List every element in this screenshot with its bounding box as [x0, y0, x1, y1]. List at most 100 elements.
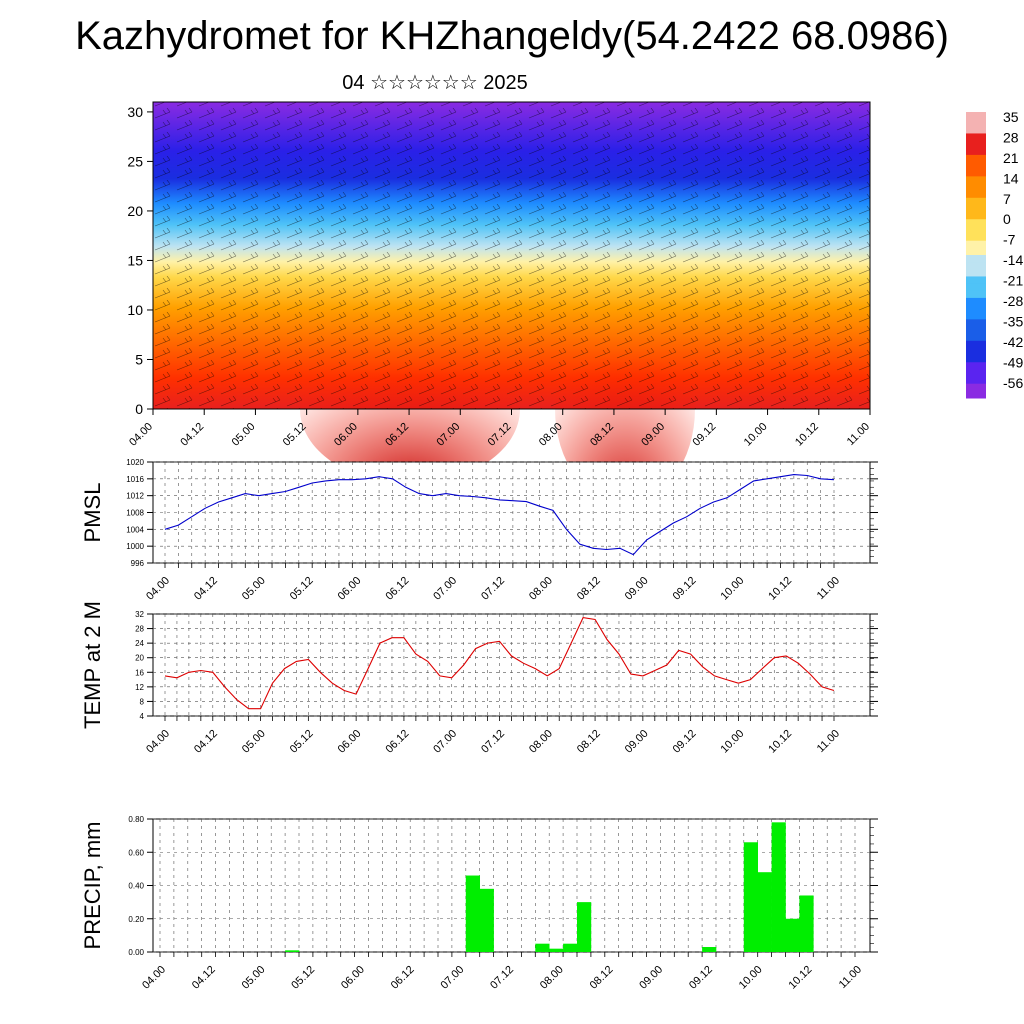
colorbar-label: -21: [1003, 273, 1023, 289]
colorbar-label: 14: [1003, 170, 1019, 186]
colorbar-segment: [966, 283, 986, 292]
colorbar: 35 28 21 14 7 0 -7 -14 -21 -28 -35 -42 -49 -56: [966, 109, 1023, 399]
x-tick-label: 06.12: [389, 964, 417, 992]
precip-bar: [535, 943, 550, 952]
x-tick-label: 08.12: [575, 728, 603, 756]
y-axis-label: PRECIP, mm: [80, 822, 105, 950]
wind-barbs: [153, 102, 870, 409]
x-tick-label: 04.00: [144, 728, 172, 756]
x-tick-label: 09.12: [687, 964, 715, 992]
x-tick-label: 04.00: [140, 964, 168, 992]
colorbar-label: -49: [1003, 354, 1023, 370]
y-axis-label: PMSL: [80, 483, 105, 543]
x-tick-label: 08.00: [538, 964, 566, 992]
colorbar-segment: [966, 369, 986, 378]
cross-x-tick-label: 10.12: [793, 421, 821, 449]
colorbar-segment: [966, 390, 986, 399]
x-tick-label: 08.00: [527, 728, 555, 756]
x-tick-label: 08.12: [588, 964, 616, 992]
precip-bar: [799, 895, 814, 952]
y-tick-label: 12: [135, 683, 144, 692]
colorbar-segment: [966, 240, 986, 249]
colorbar-segment: [966, 247, 986, 256]
x-tick-label: 11.00: [837, 964, 864, 991]
y-tick-label: 0.00: [128, 948, 144, 957]
x-tick-label: 11.00: [815, 728, 842, 755]
colorbar-segment: [966, 154, 986, 163]
y-tick-label: 0.60: [128, 848, 144, 857]
x-tick-label: 07.00: [438, 964, 466, 992]
y-tick-label: 20: [135, 654, 144, 663]
colorbar-segment: [966, 333, 986, 342]
precip-bar: [563, 943, 578, 952]
x-tick-label: 05.00: [240, 728, 268, 756]
x-tick-label: 04.12: [192, 575, 220, 603]
x-tick-label: 09.00: [637, 964, 665, 992]
colorbar-segment: [966, 119, 986, 127]
precip-bar: [479, 888, 494, 952]
cross-x-tick-label: 04.00: [127, 421, 155, 449]
cross-y-tick-label: 15: [127, 252, 143, 268]
colorbar-segment: [966, 112, 986, 120]
precip-panel: 0.00 0.20 0.40 0.60 0.80 04.00 04.12 05.00 05.12…: [80, 815, 878, 992]
colorbar-segment: [966, 197, 986, 206]
colorbar-segment: [966, 319, 986, 327]
x-tick-label: 06.00: [339, 964, 367, 992]
temp-panel: 32 28 24 20 16 12 8 4 04.00 04.12 05.00 05.12 06.00 0…: [80, 601, 878, 756]
colorbar-segment: [966, 290, 986, 299]
colorbar-segment: [966, 126, 986, 134]
colorbar-segment: [966, 190, 986, 199]
colorbar-label: 0: [1003, 211, 1011, 227]
colorbar-label: -35: [1003, 313, 1023, 329]
x-tick-label: 05.00: [240, 575, 268, 603]
x-tick-label: 04.12: [192, 728, 220, 756]
x-tick-label: 07.00: [431, 728, 459, 756]
precip-bar: [465, 875, 480, 952]
colorbar-label: 35: [1003, 109, 1019, 125]
colorbar-label: -7: [1003, 232, 1016, 248]
x-tick-label: 07.00: [431, 575, 459, 603]
x-tick-label: 09.00: [623, 575, 651, 603]
colorbar-segment: [966, 297, 986, 306]
x-tick-label: 05.00: [240, 964, 268, 992]
precip-bar: [743, 842, 758, 952]
cross-y-tick-label: 5: [135, 351, 143, 367]
colorbar-segment: [966, 212, 986, 220]
pmsl-series-line: [164, 474, 835, 556]
colorbar-label: 7: [1003, 191, 1011, 207]
x-tick-label: 07.12: [488, 964, 516, 992]
colorbar-segment: [966, 255, 986, 263]
colorbar-label: -56: [1003, 375, 1023, 391]
x-tick-label: 10.12: [786, 964, 814, 992]
colorbar-label: -14: [1003, 252, 1023, 268]
x-tick-label: 10.12: [766, 728, 794, 756]
y-tick-label: 0.40: [128, 882, 144, 891]
x-tick-label: 06.00: [336, 575, 364, 603]
colorbar-segment: [966, 133, 986, 142]
cross-x-tick-label: 05.00: [230, 421, 258, 449]
colorbar-segment: [966, 162, 986, 170]
cross-y-tick-label: 10: [127, 302, 143, 318]
x-tick-label: 09.12: [671, 575, 699, 603]
x-tick-label: 04.12: [190, 964, 218, 992]
colorbar-segment: [966, 383, 986, 392]
y-tick-label: 1008: [126, 509, 144, 518]
precip-bar: [757, 872, 772, 952]
x-tick-label: 06.00: [336, 728, 364, 756]
x-tick-label: 04.00: [144, 575, 172, 603]
colorbar-segment: [966, 326, 986, 335]
y-tick-label: 1012: [126, 492, 144, 501]
x-tick-label: 10.00: [718, 575, 746, 603]
temp-series-line: [164, 616, 835, 710]
x-tick-label: 05.12: [288, 575, 316, 603]
colorbar-segment: [966, 262, 986, 270]
x-tick-label: 05.12: [289, 964, 317, 992]
pmsl-panel: 1020 1016 1012 1008 1004 1000 996 04.00 04.12 05.…: [80, 458, 878, 603]
y-tick-label: 16: [135, 668, 144, 677]
y-axis-label: TEMP at 2 M: [80, 601, 105, 729]
colorbar-segment: [966, 376, 986, 385]
colorbar-label: -42: [1003, 334, 1023, 350]
x-tick-label: 08.12: [575, 575, 603, 603]
